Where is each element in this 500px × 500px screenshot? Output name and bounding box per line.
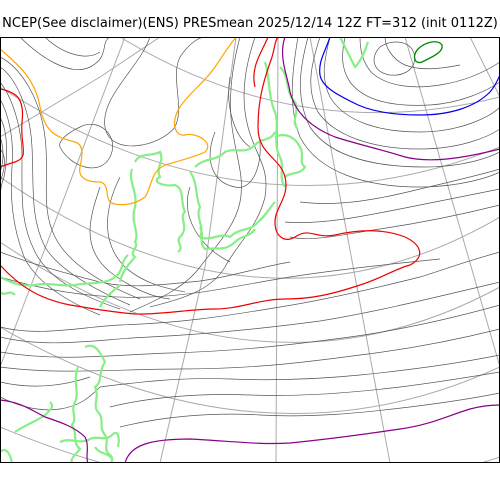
isobar-line — [323, 37, 500, 133]
coastline — [279, 66, 299, 130]
isobar-line — [0, 56, 141, 300]
isobar-line — [299, 168, 500, 204]
isobar-line — [0, 251, 291, 287]
isobar-line — [373, 41, 416, 76]
isobar-line — [0, 386, 101, 411]
parallel-line — [0, 241, 500, 343]
meridian-line — [0, 37, 126, 368]
meridian-line — [404, 37, 500, 368]
isobar-line — [104, 37, 206, 147]
purple-contour — [281, 37, 500, 161]
parallel-line — [0, 176, 500, 279]
isobar-line — [187, 186, 231, 263]
isobar-line — [109, 371, 500, 408]
isobar-line — [209, 131, 261, 188]
blue-contour — [319, 37, 500, 116]
red-contour — [253, 37, 269, 88]
coastline — [70, 366, 82, 463]
isobar-line — [0, 304, 500, 358]
coastline — [194, 131, 276, 168]
isobar-line — [0, 81, 121, 310]
isobar-line — [0, 328, 500, 372]
isobar-line — [99, 354, 500, 388]
isobar-line — [300, 37, 500, 168]
coastline — [0, 291, 16, 296]
isobar-line — [149, 37, 267, 308]
coastline — [118, 168, 138, 283]
map-canvas — [0, 37, 500, 463]
isobar-line — [44, 37, 101, 57]
red-contour — [0, 88, 24, 168]
coastline — [339, 37, 370, 69]
isobar-line — [0, 66, 131, 306]
isobar-line — [59, 124, 113, 169]
meridian-line — [469, 37, 500, 98]
orange-contour — [0, 37, 237, 206]
coastline — [14, 401, 54, 433]
isobar-line — [310, 37, 500, 150]
isobar-line — [19, 37, 111, 70]
graticule — [0, 37, 500, 463]
coastline — [274, 133, 307, 178]
isobar-line — [384, 37, 461, 70]
coastline — [59, 431, 120, 448]
parallel-line — [119, 37, 500, 114]
isobar-line — [359, 37, 500, 88]
coastlines — [0, 37, 370, 463]
coastline — [99, 284, 121, 308]
isobar-line — [228, 76, 251, 148]
parallel-line — [0, 426, 500, 463]
parallel-line — [0, 326, 500, 415]
isobar-line — [0, 98, 101, 316]
coastline — [84, 344, 114, 463]
meridian-line — [0, 37, 161, 138]
isobar-line — [342, 37, 500, 106]
isobars — [0, 37, 500, 428]
coastline — [94, 446, 113, 460]
isobar-line — [0, 376, 91, 387]
isobar-line — [129, 37, 242, 313]
purple-contour — [0, 399, 89, 463]
coastline — [189, 171, 276, 240]
isobar-line — [0, 258, 441, 298]
isobar-line — [119, 392, 500, 428]
isobar-line — [0, 148, 5, 183]
parallel-line — [0, 86, 500, 186]
purple-contour — [124, 404, 500, 463]
isobar-line — [284, 188, 500, 223]
meridian-line — [275, 37, 279, 463]
isobar-line — [0, 281, 500, 344]
isobar-line — [289, 204, 500, 240]
coastline — [134, 150, 187, 253]
meridian-line — [159, 37, 237, 463]
map-title: NCEP(See disclaimer)(ENS) PRESmean 2025/… — [2, 16, 498, 31]
red-contours — [0, 37, 421, 315]
red-contour — [0, 37, 421, 315]
coastline — [199, 226, 256, 251]
weather-map — [0, 37, 500, 463]
purple-contours — [0, 37, 500, 463]
green-contour — [413, 41, 443, 64]
isobar-line — [0, 251, 500, 332]
coastline — [263, 61, 286, 188]
isobar-line — [291, 37, 500, 188]
meridian-line — [309, 37, 391, 463]
coastline — [0, 448, 14, 463]
isobar-line — [89, 186, 171, 300]
